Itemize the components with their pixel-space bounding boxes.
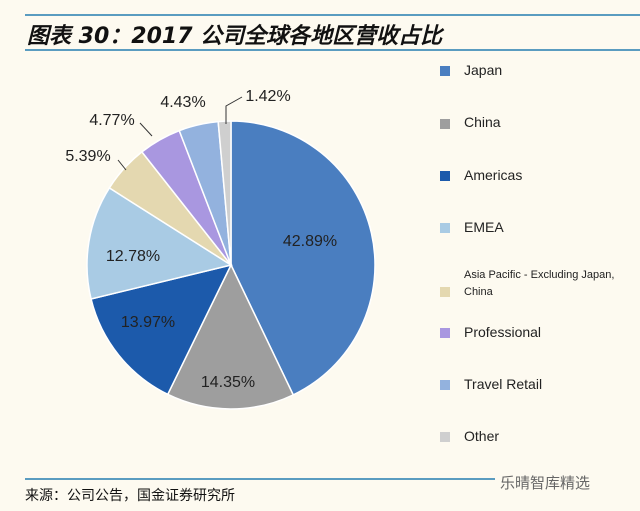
data-label: 5.39%	[65, 148, 110, 165]
chart-title: 图表 30：2017 公司全球各地区营收占比	[27, 24, 443, 49]
legend-item: Travel Retail	[440, 376, 542, 392]
legend-label: Americas	[464, 166, 523, 183]
source-note: 来源：公司公告，国金证券研究所	[25, 488, 235, 504]
title-top-rule	[25, 14, 640, 16]
footer-rule	[25, 478, 495, 480]
legend-item: Professional	[440, 324, 541, 340]
pie-slice-emea	[86, 186, 233, 300]
legend-swatch	[440, 432, 450, 443]
legend-swatch	[440, 327, 450, 338]
data-label: 13.97%	[121, 314, 175, 331]
data-label: 4.77%	[89, 112, 134, 129]
legend-label: China	[464, 114, 501, 131]
data-label: 1.42%	[245, 88, 290, 105]
legend-swatch	[440, 380, 450, 391]
legend-item: China	[440, 114, 501, 130]
legend-item: Asia Pacific - Excluding Japan, China	[440, 267, 624, 301]
legend-swatch	[440, 118, 450, 129]
pie-slice-americas	[90, 263, 233, 396]
data-label: 14.35%	[201, 374, 255, 391]
legend-swatch	[440, 287, 450, 298]
legend-item: Japan	[440, 62, 502, 78]
legend-label: Travel Retail	[464, 375, 543, 392]
leader-line	[139, 122, 153, 137]
legend-label: Professional	[464, 323, 542, 340]
leader-line	[225, 96, 243, 124]
legend-item: Other	[440, 428, 499, 444]
data-label: 4.43%	[160, 94, 205, 111]
legend-swatch	[440, 223, 450, 234]
legend-swatch	[440, 170, 450, 181]
legend-swatch	[440, 66, 450, 77]
pie-slice-other	[217, 120, 232, 266]
legend-label: Other	[464, 428, 500, 445]
legend-item: Americas	[440, 167, 522, 183]
legend-label: Asia Pacific - Excluding Japan, China	[464, 269, 615, 299]
pie-slice-china	[166, 263, 295, 410]
leader-line	[117, 159, 127, 171]
watermark: 乐晴智库精选	[500, 474, 591, 492]
legend-item: EMEA	[440, 219, 504, 235]
title-bottom-rule	[25, 49, 640, 51]
pie-slice-japan	[230, 120, 376, 396]
data-label: 42.89%	[283, 233, 337, 250]
data-label: 12.78%	[106, 248, 160, 265]
legend-label: EMEA	[464, 218, 504, 235]
legend-label: Japan	[464, 62, 503, 78]
